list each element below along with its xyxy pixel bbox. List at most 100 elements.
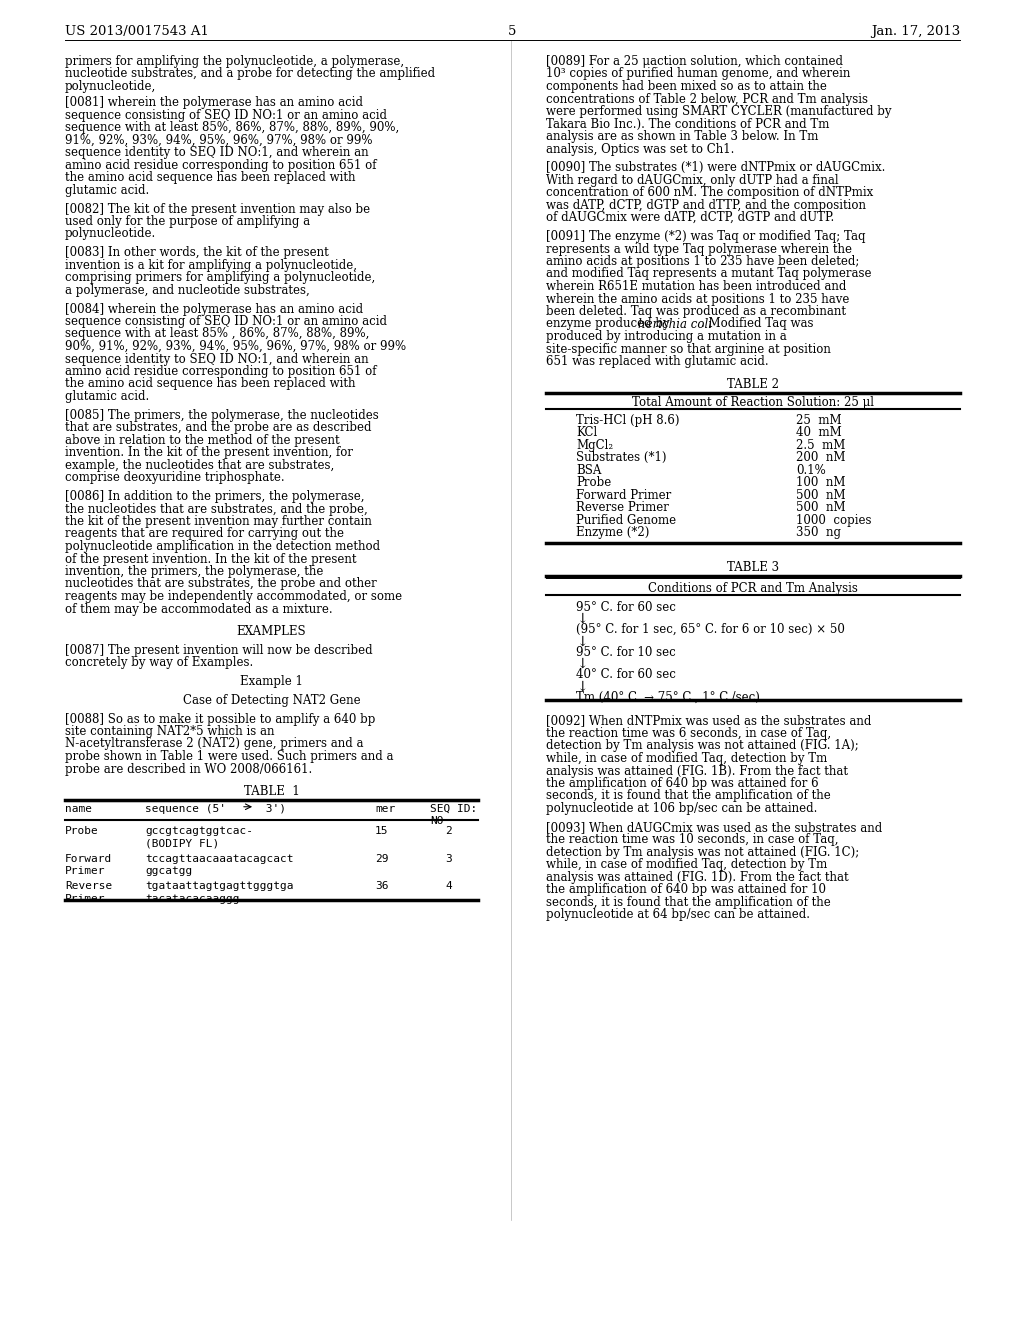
Text: Reverse Primer: Reverse Primer (575, 502, 669, 515)
Text: 29: 29 (375, 854, 388, 863)
Text: TABLE 2: TABLE 2 (727, 378, 779, 391)
Text: 91%, 92%, 93%, 94%, 95%, 96%, 97%, 98% or 99%: 91%, 92%, 93%, 94%, 95%, 96%, 97%, 98% o… (65, 133, 373, 147)
Text: concretely by way of Examples.: concretely by way of Examples. (65, 656, 253, 669)
Text: site containing NAT2*5 which is an: site containing NAT2*5 which is an (65, 725, 274, 738)
Text: 4: 4 (445, 882, 452, 891)
Text: [0089] For a 25 μaction solution, which contained: [0089] For a 25 μaction solution, which … (546, 55, 843, 69)
Text: [0082] The kit of the present invention may also be: [0082] The kit of the present invention … (65, 202, 370, 215)
Text: seconds, it is found that the amplification of the: seconds, it is found that the amplificat… (546, 896, 830, 908)
Text: site-specific manner so that arginine at position: site-specific manner so that arginine at… (546, 342, 830, 355)
Text: concentration of 600 nM. The composition of dNTPmix: concentration of 600 nM. The composition… (546, 186, 873, 199)
Text: Probe: Probe (65, 826, 98, 837)
Text: ↓: ↓ (575, 680, 588, 693)
Text: polynucleotide amplification in the detection method: polynucleotide amplification in the dete… (65, 540, 380, 553)
Text: of dAUGCmix were dATP, dCTP, dGTP and dUTP.: of dAUGCmix were dATP, dCTP, dGTP and dU… (546, 211, 835, 224)
Text: sequence identity to SEQ ID NO:1, and wherein an: sequence identity to SEQ ID NO:1, and wh… (65, 352, 369, 366)
Text: Primer: Primer (65, 894, 105, 904)
Text: comprising primers for amplifying a polynucleotide,: comprising primers for amplifying a poly… (65, 271, 375, 284)
Text: Tm (40° C. → 75° C., 1° C./sec): Tm (40° C. → 75° C., 1° C./sec) (575, 690, 760, 704)
Text: comprise deoxyuridine triphosphate.: comprise deoxyuridine triphosphate. (65, 471, 285, 484)
Text: wherein R651E mutation has been introduced and: wherein R651E mutation has been introduc… (546, 280, 847, 293)
Text: Forward: Forward (65, 854, 113, 863)
Text: Conditions of PCR and Tm Analysis: Conditions of PCR and Tm Analysis (648, 582, 858, 595)
Text: sequence with at least 85%, 86%, 87%, 88%, 89%, 90%,: sequence with at least 85%, 86%, 87%, 88… (65, 121, 399, 135)
Text: 3'): 3') (259, 804, 286, 813)
Text: example, the nucleotides that are substrates,: example, the nucleotides that are substr… (65, 459, 334, 471)
Text: [0083] In other words, the kit of the present: [0083] In other words, the kit of the pr… (65, 247, 329, 259)
Text: 10³ copies of purified human genome, and wherein: 10³ copies of purified human genome, and… (546, 67, 850, 81)
Text: Substrates (*1): Substrates (*1) (575, 451, 667, 465)
Text: KCl: KCl (575, 426, 597, 440)
Text: invention is a kit for amplifying a polynucleotide,: invention is a kit for amplifying a poly… (65, 259, 357, 272)
Text: detection by Tm analysis was not attained (FIG. 1A);: detection by Tm analysis was not attaine… (546, 739, 859, 752)
Text: the reaction time was 10 seconds, in case of Taq,: the reaction time was 10 seconds, in cas… (546, 833, 839, 846)
Text: sequence (5': sequence (5' (145, 804, 232, 813)
Text: probe shown in Table 1 were used. Such primers and a: probe shown in Table 1 were used. Such p… (65, 750, 393, 763)
Text: sequence consisting of SEQ ID NO:1 or an amino acid: sequence consisting of SEQ ID NO:1 or an… (65, 315, 387, 327)
Text: the kit of the present invention may further contain: the kit of the present invention may fur… (65, 515, 372, 528)
Text: polynucleotide,: polynucleotide, (65, 81, 157, 92)
Text: With regard to dAUGCmix, only dUTP had a final: With regard to dAUGCmix, only dUTP had a… (546, 174, 839, 186)
Text: reagents may be independently accommodated, or some: reagents may be independently accommodat… (65, 590, 402, 603)
Text: . Modified Taq was: . Modified Taq was (701, 318, 814, 330)
Text: ↓: ↓ (575, 635, 588, 648)
Text: 1000  copies: 1000 copies (796, 513, 871, 527)
Text: SEQ ID:: SEQ ID: (430, 804, 477, 813)
Text: the amino acid sequence has been replaced with: the amino acid sequence has been replace… (65, 378, 355, 391)
Text: the nucleotides that are substrates, and the probe,: the nucleotides that are substrates, and… (65, 503, 368, 516)
Text: Case of Detecting NAT2 Gene: Case of Detecting NAT2 Gene (182, 694, 360, 706)
Text: the amino acid sequence has been replaced with: the amino acid sequence has been replace… (65, 172, 355, 185)
Text: concentrations of Table 2 below, PCR and Tm analysis: concentrations of Table 2 below, PCR and… (546, 92, 868, 106)
Text: EXAMPLES: EXAMPLES (237, 624, 306, 638)
Text: 200  nM: 200 nM (796, 451, 846, 465)
Text: Reverse: Reverse (65, 882, 113, 891)
Text: 95° C. for 10 sec: 95° C. for 10 sec (575, 645, 676, 659)
Text: polynucleotide at 64 bp/sec can be attained.: polynucleotide at 64 bp/sec can be attai… (546, 908, 810, 921)
Text: tacatacacaaggg: tacatacacaaggg (145, 894, 240, 904)
Text: [0084] wherein the polymerase has an amino acid: [0084] wherein the polymerase has an ami… (65, 302, 364, 315)
Text: Example 1: Example 1 (240, 675, 303, 688)
Text: of the present invention. In the kit of the present: of the present invention. In the kit of … (65, 553, 356, 565)
Text: glutamic acid.: glutamic acid. (65, 389, 150, 403)
Text: [0087] The present invention will now be described: [0087] The present invention will now be… (65, 644, 373, 657)
Text: enzyme produced by: enzyme produced by (546, 318, 674, 330)
Text: [0086] In addition to the primers, the polymerase,: [0086] In addition to the primers, the p… (65, 490, 365, 503)
Text: 40  mM: 40 mM (796, 426, 842, 440)
Text: 5: 5 (508, 25, 516, 38)
Text: 40° C. for 60 sec: 40° C. for 60 sec (575, 668, 676, 681)
Text: a polymerase, and nucleotide substrates,: a polymerase, and nucleotide substrates, (65, 284, 309, 297)
Text: sequence identity to SEQ ID NO:1, and wherein an: sequence identity to SEQ ID NO:1, and wh… (65, 147, 369, 160)
Text: invention, the primers, the polymerase, the: invention, the primers, the polymerase, … (65, 565, 324, 578)
Text: amino acid residue corresponding to position 651 of: amino acid residue corresponding to posi… (65, 158, 377, 172)
Text: sequence consisting of SEQ ID NO:1 or an amino acid: sequence consisting of SEQ ID NO:1 or an… (65, 108, 387, 121)
Text: produced by introducing a mutation in a: produced by introducing a mutation in a (546, 330, 786, 343)
Text: of them may be accommodated as a mixture.: of them may be accommodated as a mixture… (65, 602, 333, 615)
Text: and modified Taq represents a mutant Taq polymerase: and modified Taq represents a mutant Taq… (546, 268, 871, 281)
Text: analysis, Optics was set to Ch1.: analysis, Optics was set to Ch1. (546, 143, 734, 156)
Text: MgCl₂: MgCl₂ (575, 438, 613, 451)
Text: N-acetyltransferase 2 (NAT2) gene, primers and a: N-acetyltransferase 2 (NAT2) gene, prime… (65, 738, 364, 751)
Text: TABLE  1: TABLE 1 (244, 785, 299, 799)
Text: polynucleotide.: polynucleotide. (65, 227, 157, 240)
Text: 3: 3 (445, 854, 452, 863)
Text: 500  nM: 500 nM (796, 502, 846, 515)
Text: Jan. 17, 2013: Jan. 17, 2013 (870, 25, 961, 38)
Text: detection by Tm analysis was not attained (FIG. 1C);: detection by Tm analysis was not attaine… (546, 846, 859, 859)
Text: were performed using SMART CYCLER (manufactured by: were performed using SMART CYCLER (manuf… (546, 106, 892, 117)
Text: mer: mer (375, 804, 395, 813)
Text: [0085] The primers, the polymerase, the nucleotides: [0085] The primers, the polymerase, the … (65, 409, 379, 422)
Text: 36: 36 (375, 882, 388, 891)
Text: wherein the amino acids at positions 1 to 235 have: wherein the amino acids at positions 1 t… (546, 293, 849, 305)
Text: 350  ng: 350 ng (796, 527, 841, 540)
Text: BSA: BSA (575, 463, 601, 477)
Text: gccgtcagtggtcac-: gccgtcagtggtcac- (145, 826, 253, 837)
Text: analysis was attained (FIG. 1D). From the fact that: analysis was attained (FIG. 1D). From th… (546, 871, 849, 884)
Text: [0092] When dNTPmix was used as the substrates and: [0092] When dNTPmix was used as the subs… (546, 714, 871, 727)
Text: 95° C. for 60 sec: 95° C. for 60 sec (575, 601, 676, 614)
Text: amino acids at positions 1 to 235 have been deleted;: amino acids at positions 1 to 235 have b… (546, 255, 859, 268)
Text: Enzyme (*2): Enzyme (*2) (575, 527, 649, 540)
Text: was dATP, dCTP, dGTP and dTTP, and the composition: was dATP, dCTP, dGTP and dTTP, and the c… (546, 199, 866, 211)
Text: probe are described in WO 2008/066161.: probe are described in WO 2008/066161. (65, 763, 312, 776)
Text: ggcatgg: ggcatgg (145, 866, 193, 876)
Text: ↓: ↓ (575, 612, 588, 626)
